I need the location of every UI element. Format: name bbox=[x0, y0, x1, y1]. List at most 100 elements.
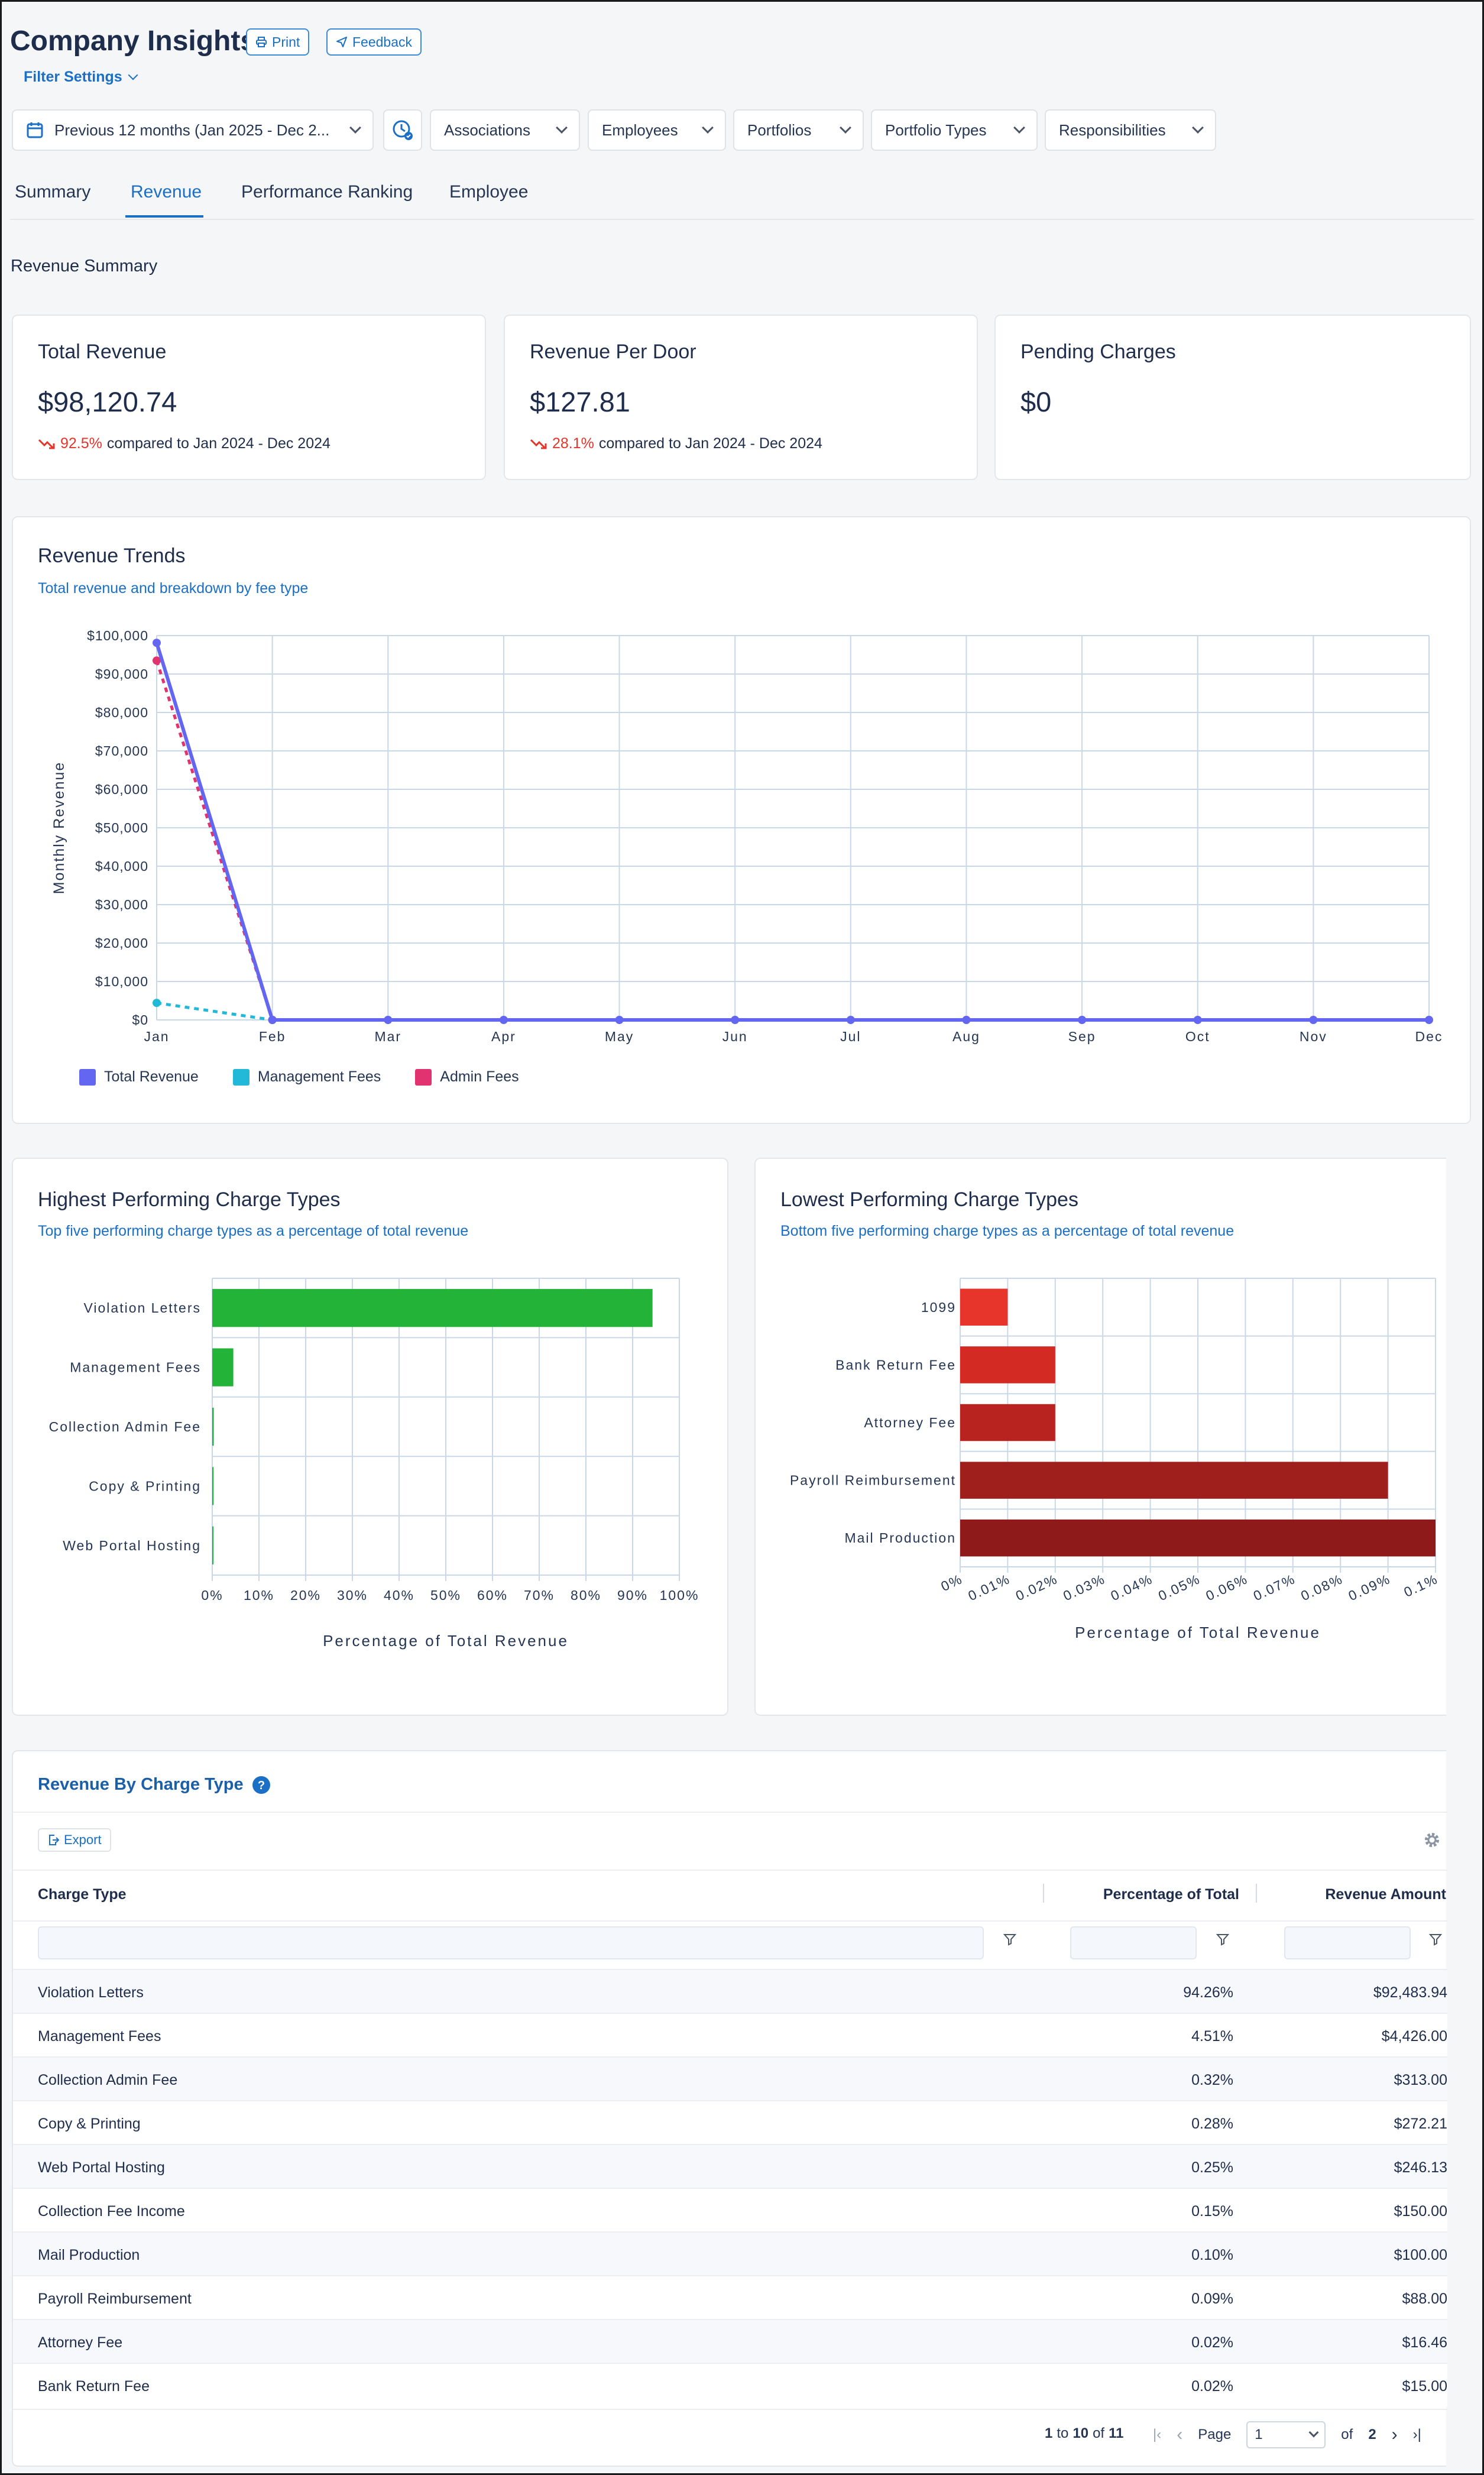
tab-performance-ranking[interactable]: Performance Ranking bbox=[241, 182, 413, 202]
x-tick-label: 0.08% bbox=[1298, 1571, 1345, 1603]
bar bbox=[212, 1348, 234, 1386]
bar bbox=[960, 1404, 1055, 1441]
table-row[interactable]: Copy & Printing 0.28% $272.21 bbox=[13, 2100, 1447, 2144]
category-label: Copy & Printing bbox=[89, 1478, 201, 1494]
table-row[interactable]: Collection Fee Income 0.15% $150.00 bbox=[13, 2188, 1447, 2231]
filter-icon[interactable] bbox=[1428, 1932, 1443, 1951]
kpi-title: Pending Charges bbox=[1020, 341, 1176, 363]
portfolio-types-filter[interactable]: Portfolio Types bbox=[871, 109, 1038, 151]
percentage-filter-input[interactable] bbox=[1070, 1926, 1197, 1959]
svg-text:?: ? bbox=[257, 1779, 264, 1792]
x-axis-label: Percentage of Total Revenue bbox=[323, 1632, 569, 1650]
filter-settings-toggle[interactable]: Filter Settings bbox=[24, 69, 138, 86]
bar bbox=[960, 1288, 1008, 1326]
date-range-select[interactable]: Previous 12 months (Jan 2025 - Dec 2... bbox=[12, 109, 374, 151]
table-row[interactable]: Collection Admin Fee 0.32% $313.00 bbox=[13, 2056, 1447, 2100]
gear-icon[interactable] bbox=[1423, 1831, 1441, 1849]
data-point bbox=[1193, 1016, 1202, 1024]
cell-charge-type: Web Portal Hosting bbox=[38, 2159, 165, 2176]
trend-down-icon bbox=[38, 439, 55, 449]
category-label: Management Fees bbox=[70, 1360, 201, 1375]
last-page-icon[interactable]: ›| bbox=[1412, 2427, 1421, 2442]
revenue-by-charge-type-card: Revenue By Charge Type ? Export Charge T… bbox=[12, 1750, 1447, 2467]
chevron-down-icon bbox=[349, 122, 361, 134]
bar bbox=[960, 1462, 1388, 1499]
cell-charge-type: Copy & Printing bbox=[38, 2116, 141, 2132]
export-button[interactable]: Export bbox=[38, 1828, 111, 1852]
x-axis-label: Percentage of Total Revenue bbox=[1075, 1624, 1321, 1641]
table-row[interactable]: Attorney Fee 0.02% $16.46 bbox=[13, 2319, 1447, 2363]
card-subtitle: Top five performing charge types as a pe… bbox=[38, 1223, 469, 1239]
range-of: of bbox=[1093, 2425, 1105, 2441]
x-tick-label: 0.04% bbox=[1109, 1571, 1155, 1603]
filter-icon[interactable] bbox=[1216, 1932, 1230, 1951]
column-resize-handle[interactable] bbox=[1256, 1884, 1257, 1903]
range-total: 11 bbox=[1109, 2425, 1124, 2441]
associations-filter[interactable]: Associations bbox=[430, 109, 580, 151]
x-tick-label: 0.06% bbox=[1203, 1571, 1250, 1603]
tab-summary[interactable]: Summary bbox=[15, 182, 91, 202]
cell-revenue-amount: $313.00 bbox=[1394, 2072, 1447, 2088]
chevron-down-icon bbox=[1192, 122, 1204, 134]
data-point bbox=[1078, 1016, 1087, 1024]
revenue-filter-input[interactable] bbox=[1284, 1926, 1411, 1959]
x-tick-label: 0% bbox=[201, 1588, 223, 1603]
cell-charge-type: Violation Letters bbox=[38, 1984, 144, 2001]
legend-management-fees[interactable]: Management Fees bbox=[232, 1068, 381, 1086]
column-header-revenue-amount[interactable]: Revenue Amount bbox=[1325, 1886, 1446, 1903]
table-row[interactable]: Mail Production 0.10% $100.00 bbox=[13, 2231, 1447, 2275]
next-page-icon[interactable]: › bbox=[1391, 2425, 1398, 2444]
filter-settings-label: Filter Settings bbox=[24, 69, 122, 85]
category-label: Attorney Fee bbox=[864, 1415, 956, 1430]
x-tick-label: 80% bbox=[571, 1588, 601, 1603]
x-tick-label: Aug bbox=[952, 1029, 980, 1044]
x-tick-label: 30% bbox=[337, 1588, 368, 1603]
date-range-value: Previous 12 months (Jan 2025 - Dec 2... bbox=[54, 121, 330, 139]
filter-icon[interactable] bbox=[1003, 1932, 1017, 1951]
tab-revenue[interactable]: Revenue bbox=[131, 182, 202, 202]
export-icon bbox=[49, 1835, 59, 1845]
column-resize-handle[interactable] bbox=[1043, 1884, 1044, 1903]
x-tick-label: Mar bbox=[374, 1029, 401, 1044]
help-icon[interactable]: ? bbox=[252, 1776, 271, 1794]
page-select[interactable]: 1 bbox=[1246, 2421, 1326, 2448]
column-header-percentage[interactable]: Percentage of Total bbox=[1103, 1886, 1239, 1903]
legend-admin-fees[interactable]: Admin Fees bbox=[415, 1068, 519, 1086]
table-row[interactable]: Web Portal Hosting 0.25% $246.13 bbox=[13, 2144, 1447, 2188]
kpi-compare-text: compared to Jan 2024 - Dec 2024 bbox=[598, 435, 822, 452]
cell-revenue-amount: $4,426.00 bbox=[1381, 2028, 1447, 2045]
table-row[interactable]: Bank Return Fee 0.02% $15.00 bbox=[13, 2363, 1447, 2406]
responsibilities-filter[interactable]: Responsibilities bbox=[1045, 109, 1216, 151]
charge-type-filter-input[interactable] bbox=[38, 1926, 984, 1959]
x-tick-label: 40% bbox=[384, 1588, 414, 1603]
data-point bbox=[1425, 1016, 1433, 1024]
portfolios-filter[interactable]: Portfolios bbox=[733, 109, 864, 151]
column-header-charge-type[interactable]: Charge Type bbox=[38, 1886, 127, 1903]
cell-percentage: 0.02% bbox=[1191, 2334, 1233, 2351]
prev-page-icon[interactable]: ‹ bbox=[1177, 2425, 1183, 2444]
print-button[interactable]: Print bbox=[246, 28, 310, 56]
bar bbox=[212, 1526, 213, 1564]
legend-total-revenue[interactable]: Total Revenue bbox=[79, 1068, 199, 1086]
compare-period-button[interactable] bbox=[383, 109, 422, 151]
x-tick-label: 60% bbox=[477, 1588, 508, 1603]
cell-revenue-amount: $100.00 bbox=[1394, 2247, 1447, 2263]
employees-filter[interactable]: Employees bbox=[588, 109, 726, 151]
tab-employee[interactable]: Employee bbox=[449, 182, 529, 202]
y-tick-label: $10,000 bbox=[95, 974, 148, 989]
kpi-value: $0 bbox=[1020, 386, 1052, 417]
y-tick-label: $30,000 bbox=[95, 897, 148, 912]
x-tick-label: Apr bbox=[491, 1029, 516, 1044]
first-page-icon[interactable]: |‹ bbox=[1153, 2427, 1162, 2442]
cell-charge-type: Attorney Fee bbox=[38, 2334, 123, 2351]
x-tick-label: 90% bbox=[617, 1588, 648, 1603]
table-row[interactable]: Management Fees 4.51% $4,426.00 bbox=[13, 2013, 1447, 2056]
y-tick-label: $0 bbox=[132, 1012, 148, 1028]
kpi-card-revenue-per-door: Revenue Per Door $127.81 28.1% compared … bbox=[504, 315, 978, 480]
table-row[interactable]: Payroll Reimbursement 0.09% $88.00 bbox=[13, 2275, 1447, 2319]
cell-percentage: 0.09% bbox=[1191, 2291, 1233, 2307]
cell-revenue-amount: $272.21 bbox=[1394, 2116, 1447, 2132]
table-row[interactable]: Violation Letters 94.26% $92,483.94 bbox=[13, 1969, 1447, 2013]
table-title: Revenue By Charge Type bbox=[38, 1775, 244, 1794]
feedback-button[interactable]: Feedback bbox=[326, 28, 422, 56]
